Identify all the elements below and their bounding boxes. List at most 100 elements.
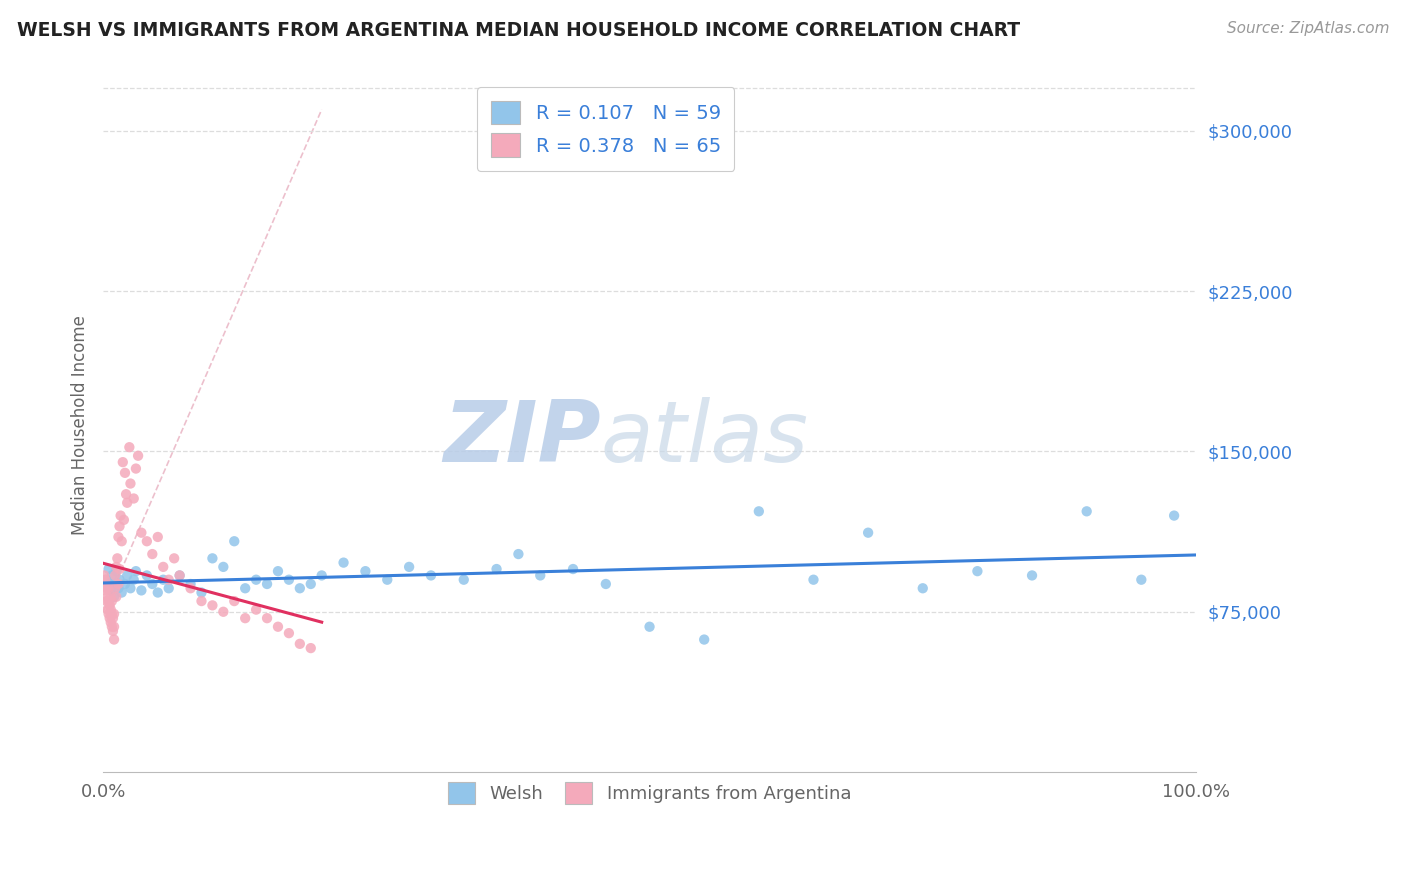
Point <box>100 583 122 598</box>
Point <box>201 551 224 566</box>
Point <box>101 624 124 638</box>
Point <box>288 581 311 595</box>
Point <box>354 564 377 578</box>
Point <box>595 577 617 591</box>
Point <box>108 573 131 587</box>
Point <box>245 602 267 616</box>
Point <box>1163 508 1185 523</box>
Point <box>131 525 153 540</box>
Point <box>101 620 124 634</box>
Point <box>420 568 443 582</box>
Point <box>100 615 122 630</box>
Point <box>112 513 135 527</box>
Point <box>856 525 879 540</box>
Point <box>966 564 988 578</box>
Point <box>101 568 124 582</box>
Point <box>107 577 129 591</box>
Point <box>114 577 136 591</box>
Point <box>190 585 212 599</box>
Point <box>114 466 136 480</box>
Point <box>152 560 174 574</box>
Point <box>163 551 186 566</box>
Point <box>508 547 530 561</box>
Point <box>122 491 145 506</box>
Point <box>100 590 122 604</box>
Point <box>299 641 322 656</box>
Point <box>93 568 115 582</box>
Point <box>103 632 125 647</box>
Point <box>169 568 191 582</box>
Point <box>638 620 661 634</box>
Point <box>120 581 142 595</box>
Point <box>233 611 256 625</box>
Y-axis label: Median Household Income: Median Household Income <box>72 315 89 534</box>
Point <box>107 581 129 595</box>
Point <box>104 568 127 582</box>
Point <box>277 573 299 587</box>
Point <box>104 577 127 591</box>
Point <box>111 534 134 549</box>
Point <box>288 637 311 651</box>
Point <box>562 562 585 576</box>
Point <box>398 560 420 574</box>
Text: WELSH VS IMMIGRANTS FROM ARGENTINA MEDIAN HOUSEHOLD INCOME CORRELATION CHART: WELSH VS IMMIGRANTS FROM ARGENTINA MEDIA… <box>17 21 1019 39</box>
Point <box>224 594 246 608</box>
Point <box>120 476 142 491</box>
Point <box>125 461 148 475</box>
Point <box>107 530 129 544</box>
Point <box>332 556 354 570</box>
Point <box>101 607 124 621</box>
Point <box>453 573 475 587</box>
Point <box>911 581 934 595</box>
Point <box>97 581 120 595</box>
Point <box>111 455 134 469</box>
Point <box>110 508 132 523</box>
Point <box>135 568 157 582</box>
Point <box>157 573 180 587</box>
Point <box>98 599 121 613</box>
Point <box>96 581 118 595</box>
Point <box>122 573 145 587</box>
Point <box>103 590 125 604</box>
Point <box>94 573 117 587</box>
Point <box>299 577 322 591</box>
Point <box>94 583 117 598</box>
Point <box>311 568 333 582</box>
Point <box>105 590 128 604</box>
Point <box>97 607 120 621</box>
Point <box>245 573 267 587</box>
Point <box>169 568 191 582</box>
Text: Source: ZipAtlas.com: Source: ZipAtlas.com <box>1226 21 1389 36</box>
Point <box>693 632 716 647</box>
Point <box>101 579 124 593</box>
Point <box>105 564 128 578</box>
Point <box>96 590 118 604</box>
Point <box>97 562 120 576</box>
Point <box>100 602 122 616</box>
Point <box>201 599 224 613</box>
Point <box>97 594 120 608</box>
Point <box>98 577 121 591</box>
Point <box>96 573 118 587</box>
Point <box>190 594 212 608</box>
Point <box>256 577 278 591</box>
Point <box>104 581 127 595</box>
Point <box>277 626 299 640</box>
Point <box>748 504 770 518</box>
Point <box>146 585 169 599</box>
Point <box>93 577 115 591</box>
Point <box>103 607 125 621</box>
Point <box>141 577 163 591</box>
Point <box>152 573 174 587</box>
Point <box>105 551 128 566</box>
Point <box>146 530 169 544</box>
Point <box>103 620 125 634</box>
Point <box>1021 568 1043 582</box>
Point <box>212 605 235 619</box>
Point <box>803 573 825 587</box>
Point <box>118 440 141 454</box>
Point <box>98 611 121 625</box>
Point <box>96 594 118 608</box>
Text: atlas: atlas <box>600 397 808 480</box>
Point <box>111 585 134 599</box>
